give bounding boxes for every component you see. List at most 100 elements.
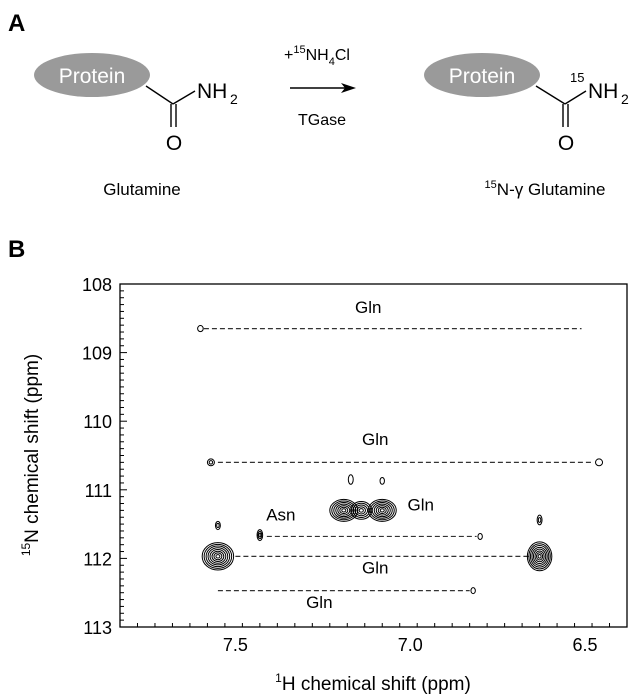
peak (256, 529, 264, 542)
reactant-protein-label: Protein (59, 65, 126, 88)
y-axis-label-isotope: 15 (19, 543, 33, 557)
product-protein-label: Protein (449, 65, 516, 88)
peak (470, 587, 476, 595)
peak-contour (347, 474, 354, 485)
x-axis-label-main: H chemical shift (ppm) (282, 674, 471, 695)
peak-contour (536, 552, 544, 561)
peak (536, 514, 543, 526)
reactant-protein-ellipse (34, 53, 150, 97)
product-glutamine: Protein O 15 NH 2 15N-γ Glutamine (424, 53, 629, 199)
peak-contour (350, 500, 373, 520)
peak-contour (373, 503, 391, 518)
peak-contour (377, 506, 387, 515)
y-axis-ticks: 108 109 110 111 112 113 (82, 275, 127, 638)
peak-annotation: Gln (362, 430, 388, 449)
pair-lines (203, 327, 593, 592)
peak (206, 458, 215, 467)
peak-contour (337, 505, 351, 516)
peak-contour (537, 554, 542, 559)
peak (595, 458, 604, 467)
x-axis-label-isotope: 1 (275, 671, 282, 685)
y-tick-label: 112 (83, 549, 112, 569)
reagent-label: +15NH4Cl (284, 44, 350, 68)
peak-contour (208, 460, 214, 465)
reagent-isotope: 15 (293, 44, 305, 56)
peak-contour (358, 508, 364, 513)
reagent-main: NH (306, 47, 329, 64)
peak (350, 500, 373, 520)
reaction-scheme: Protein O NH 2 Glutamine +15NH4Cl TGase … (34, 44, 629, 199)
peak-contour (526, 541, 553, 572)
peak-contour (214, 520, 221, 531)
peak-contour (333, 502, 355, 519)
peak (379, 476, 385, 485)
peak-annotation: Asn (266, 506, 295, 525)
peak-contour (536, 514, 543, 526)
peak-contour (215, 554, 221, 559)
peak-contour (257, 530, 263, 540)
product-bond-2 (564, 90, 587, 105)
product-amine-n: NH (588, 80, 618, 103)
product-isotope-label: 15 (570, 70, 584, 85)
product-name-isotope: 15 (485, 179, 497, 191)
peak-contour (532, 548, 547, 565)
peak-contour (335, 503, 353, 518)
peak-annotation: Gln (355, 298, 381, 317)
y-tick-label: 108 (82, 275, 112, 295)
reactant-amine-n: NH (197, 80, 227, 103)
y-tick-label: 110 (83, 412, 112, 432)
panel-b-label: B (8, 236, 26, 263)
peak-contour (197, 325, 204, 333)
peak (214, 520, 221, 531)
peak-contour (367, 498, 397, 522)
peak-contour (258, 532, 262, 538)
x-tick-label: 6.5 (573, 635, 598, 655)
product-name-main: N-γ Glutamine (497, 180, 606, 199)
peak-contour (595, 458, 604, 467)
peak (201, 542, 235, 571)
peak-contour (339, 506, 349, 515)
peak-contour (206, 458, 215, 467)
reactant-name: Glutamine (103, 180, 180, 199)
peak-annotation: Gln (306, 593, 332, 612)
product-bond-1 (535, 85, 566, 105)
peak-contour (534, 550, 545, 563)
peak-contour (379, 476, 385, 485)
x-tick-label: 7.5 (223, 635, 248, 655)
peak-annotation: Gln (362, 558, 388, 577)
peak-contour (331, 500, 357, 521)
reactant-bond-2 (172, 90, 196, 105)
peak-contour (470, 587, 476, 595)
peak-contour (209, 548, 227, 564)
y-tick-label: 111 (85, 481, 112, 501)
peak-contour (529, 545, 550, 568)
x-tick-label: 7.0 (398, 635, 423, 655)
peak-contour (369, 500, 395, 521)
reagent-prefix: + (284, 47, 293, 64)
peak (367, 498, 397, 522)
peak-contour (352, 502, 371, 519)
peaks (197, 325, 604, 595)
peak-contour (356, 506, 366, 515)
peak-contour (375, 505, 389, 516)
peak (347, 474, 354, 485)
y-tick-label: 113 (83, 618, 112, 638)
reactant-amine-sub: 2 (230, 91, 238, 107)
peak-contour (207, 547, 229, 566)
peak-contour (205, 545, 231, 568)
product-name: 15N-γ Glutamine (485, 179, 606, 199)
peak-contour (329, 498, 359, 522)
peak-contour (354, 504, 369, 517)
x-axis-ticks: 7.5 7.0 6.5 (119, 623, 628, 655)
peak-contour (379, 508, 385, 513)
peak-contour (341, 508, 347, 513)
enzyme-label: TGase (298, 112, 346, 129)
peak-contour (211, 550, 225, 562)
reactant-glutamine: Protein O NH 2 Glutamine (34, 53, 238, 199)
product-amine-sub: 2 (621, 91, 629, 107)
product-carbonyl-o: O (558, 132, 574, 155)
x-axis-label: 1H chemical shift (ppm) (275, 671, 471, 695)
peak-contour (213, 552, 223, 561)
peak-contour (531, 546, 548, 566)
reaction-arrow: +15NH4Cl TGase (284, 44, 356, 129)
